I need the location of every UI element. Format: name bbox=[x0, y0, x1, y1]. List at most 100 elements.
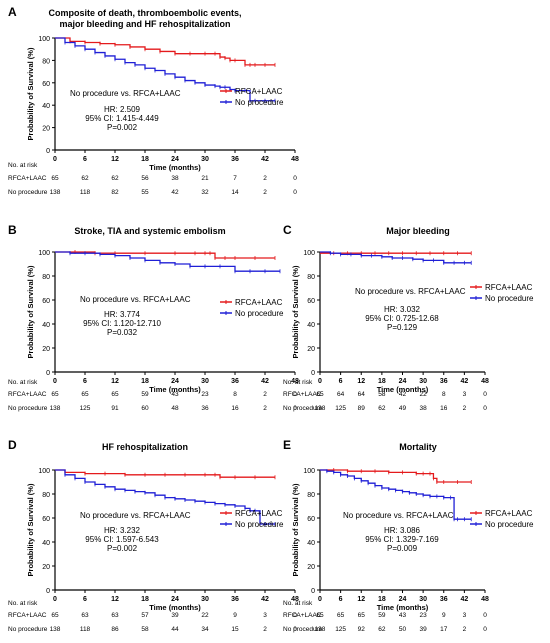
risk-cell: 16 bbox=[231, 405, 239, 412]
risk-cell: 15 bbox=[231, 626, 239, 633]
legend-label: RFCA+LAAC bbox=[235, 298, 283, 307]
y-tick-label: 100 bbox=[38, 250, 50, 257]
risk-table-title: No. at risk bbox=[8, 600, 38, 607]
x-tick-label: 24 bbox=[171, 378, 179, 385]
series-line-rfca-laac bbox=[55, 37, 275, 66]
legend-label: No procedure bbox=[235, 520, 284, 529]
x-axis-label: Time (months) bbox=[149, 603, 201, 612]
y-axis-label: Probability of Survival (%) bbox=[26, 265, 35, 358]
risk-cell: 125 bbox=[335, 405, 346, 412]
y-tick-label: 0 bbox=[46, 370, 50, 377]
legend-label: No procedure bbox=[235, 309, 284, 318]
risk-cell: 0 bbox=[293, 391, 297, 398]
risk-row-label: No procedure bbox=[8, 626, 48, 633]
x-tick-label: 6 bbox=[83, 156, 87, 163]
y-tick-label: 0 bbox=[46, 588, 50, 595]
risk-cell: 138 bbox=[50, 626, 61, 633]
y-tick-label: 20 bbox=[42, 564, 50, 571]
x-tick-label: 36 bbox=[231, 596, 239, 603]
y-tick-label: 80 bbox=[307, 492, 315, 499]
y-tick-label: 40 bbox=[307, 540, 315, 547]
x-tick-label: 0 bbox=[53, 378, 57, 385]
x-tick-label: 30 bbox=[201, 378, 209, 385]
x-axis-label: Time (months) bbox=[377, 385, 429, 394]
stat-line: 95% CI: 1.415-4.449 bbox=[85, 114, 159, 123]
risk-cell: 49 bbox=[399, 405, 407, 412]
legend-label: RFCA+LAAC bbox=[485, 509, 533, 518]
panel-letter: D bbox=[8, 438, 17, 452]
x-axis-label: Time (months) bbox=[149, 163, 201, 172]
risk-cell: 118 bbox=[80, 189, 91, 196]
comparison-label: No procedure vs. RFCA+LAAC bbox=[355, 287, 466, 296]
comparison-label: No procedure vs. RFCA+LAAC bbox=[70, 89, 181, 98]
risk-cell: 65 bbox=[51, 175, 59, 182]
risk-cell: 82 bbox=[111, 189, 119, 196]
risk-cell: 2 bbox=[463, 405, 467, 412]
comparison-label: No procedure vs. RFCA+LAAC bbox=[343, 511, 454, 520]
risk-row-label: No procedure bbox=[283, 626, 323, 633]
x-tick-label: 48 bbox=[481, 378, 489, 385]
risk-cell: 0 bbox=[293, 612, 297, 619]
stat-line: P=0.032 bbox=[107, 328, 138, 337]
risk-cell: 9 bbox=[233, 612, 237, 619]
chart-title-line: major bleeding and HF rehospitalization bbox=[59, 19, 230, 29]
risk-cell: 138 bbox=[315, 405, 326, 412]
x-tick-label: 24 bbox=[171, 596, 179, 603]
chart-title-line: HF rehospitalization bbox=[102, 442, 188, 452]
risk-cell: 91 bbox=[111, 405, 119, 412]
y-tick-label: 20 bbox=[307, 346, 315, 353]
risk-cell: 39 bbox=[420, 626, 428, 633]
risk-cell: 2 bbox=[263, 175, 267, 182]
risk-cell: 65 bbox=[316, 391, 324, 398]
chart-title-line: Major bleeding bbox=[386, 226, 450, 236]
stat-line: HR: 3.774 bbox=[104, 310, 141, 319]
risk-cell: 63 bbox=[111, 612, 119, 619]
y-axis-label: Probability of Survival (%) bbox=[26, 483, 35, 576]
x-tick-label: 18 bbox=[378, 378, 386, 385]
y-tick-label: 100 bbox=[303, 468, 315, 475]
y-tick-label: 60 bbox=[42, 81, 50, 88]
y-tick-label: 40 bbox=[42, 103, 50, 110]
y-tick-label: 0 bbox=[311, 588, 315, 595]
stat-line: P=0.002 bbox=[107, 123, 138, 132]
legend-label: RFCA+LAAC bbox=[235, 509, 283, 518]
risk-cell: 125 bbox=[80, 405, 91, 412]
risk-cell: 9 bbox=[442, 612, 446, 619]
x-tick-label: 18 bbox=[141, 378, 149, 385]
x-tick-label: 30 bbox=[201, 596, 209, 603]
risk-cell: 44 bbox=[171, 626, 179, 633]
risk-row-label: RFCA+LAAC bbox=[8, 391, 47, 398]
x-tick-label: 12 bbox=[111, 596, 119, 603]
risk-cell: 0 bbox=[483, 612, 487, 619]
y-tick-label: 100 bbox=[38, 36, 50, 43]
stat-line: P=0.009 bbox=[387, 544, 418, 553]
risk-cell: 32 bbox=[201, 189, 209, 196]
series-line-rfca-laac bbox=[55, 469, 275, 478]
y-tick-label: 80 bbox=[307, 274, 315, 281]
risk-cell: 38 bbox=[420, 405, 428, 412]
risk-cell: 22 bbox=[201, 612, 209, 619]
y-tick-label: 40 bbox=[42, 322, 50, 329]
legend-label: No procedure bbox=[485, 520, 534, 529]
risk-table-title: No. at risk bbox=[8, 379, 38, 386]
risk-table-title: No. at risk bbox=[8, 162, 38, 169]
comparison-label: No procedure vs. RFCA+LAAC bbox=[80, 511, 191, 520]
x-tick-label: 36 bbox=[440, 378, 448, 385]
risk-table-title: No. at risk bbox=[283, 600, 313, 607]
x-tick-label: 6 bbox=[339, 596, 343, 603]
risk-row-label: RFCA+LAAC bbox=[8, 612, 47, 619]
x-tick-label: 24 bbox=[399, 378, 407, 385]
comparison-label: No procedure vs. RFCA+LAAC bbox=[80, 295, 191, 304]
x-tick-label: 42 bbox=[460, 596, 468, 603]
stat-line: 95% CI: 0.725-12.68 bbox=[365, 314, 439, 323]
x-tick-label: 18 bbox=[378, 596, 386, 603]
panel-a: A Composite of death, thromboembolic even… bbox=[8, 5, 299, 196]
risk-cell: 138 bbox=[50, 189, 61, 196]
y-tick-label: 80 bbox=[42, 492, 50, 499]
x-axis-label: Time (months) bbox=[149, 385, 201, 394]
x-tick-label: 36 bbox=[440, 596, 448, 603]
risk-cell: 59 bbox=[378, 612, 386, 619]
x-tick-label: 0 bbox=[53, 156, 57, 163]
x-tick-label: 42 bbox=[261, 378, 269, 385]
